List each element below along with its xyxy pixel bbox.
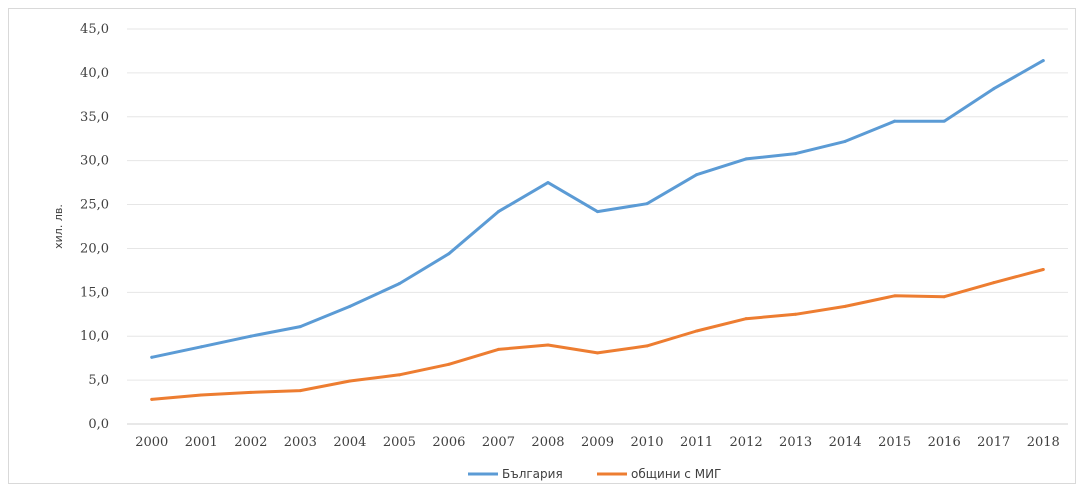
data-point [496,210,500,214]
series-lines [150,59,1045,401]
data-point [150,397,154,401]
data-point [794,152,798,156]
x-tick-label: 2009 [581,435,614,450]
x-tick-label: 2011 [680,435,713,450]
data-point [397,373,401,377]
y-axis-label: хил. лв. [52,204,65,249]
y-tick-label: 20,0 [80,241,109,256]
x-tick-label: 2014 [829,435,862,450]
series-line [150,59,1045,359]
x-tick-label: 2017 [977,435,1010,450]
data-point [596,210,599,214]
y-tick-label: 40,0 [80,66,109,81]
data-point [893,294,897,298]
x-tick-label: 2015 [878,435,911,450]
data-point [843,139,847,143]
y-tick-label: 45,0 [80,22,109,37]
x-tick-label: 2007 [482,435,515,450]
y-tick-label: 10,0 [80,329,109,344]
x-tick-label: 2008 [531,435,564,450]
data-point [695,173,699,177]
data-point [893,119,897,123]
data-point [447,252,451,256]
data-point [992,281,996,285]
y-tick-labels: 0,0 5,0 10,0 15,0 20,0 25,0 30,0 35,0 40,0 45,0 [80,22,109,432]
data-point [298,389,302,393]
data-point [348,304,352,308]
data-point [645,202,649,206]
x-tick-label: 2001 [185,435,218,450]
data-point [496,347,500,351]
y-tick-label: 15,0 [80,285,109,300]
legend: България общини с МИГ [468,467,721,481]
data-point [546,343,550,347]
data-point [942,119,946,123]
data-point [992,87,996,91]
data-point [942,295,946,299]
data-point [695,329,699,333]
y-tick-label: 5,0 [88,373,109,388]
data-point [1041,59,1045,63]
x-tick-label: 2003 [284,435,317,450]
y-tick-label: 0,0 [88,417,109,432]
data-point [744,157,748,161]
data-point [744,317,748,321]
data-point [199,345,203,349]
grid-lines [127,28,1068,425]
x-tick-label: 2010 [630,435,663,450]
x-tick-label: 2016 [928,435,961,450]
x-tick-label: 2012 [730,435,763,450]
data-point [843,304,847,308]
legend-label: общини с МИГ [631,467,721,481]
data-point [546,181,550,185]
x-tick-label: 2006 [432,435,465,450]
data-point [397,282,401,286]
x-tick-label: 2000 [135,435,168,450]
data-point [1041,268,1045,272]
data-point [794,312,798,316]
data-point [348,379,352,383]
data-point [150,355,154,359]
data-point [199,393,203,397]
chart-frame [8,8,1076,484]
data-point [447,362,451,366]
data-point [645,344,649,348]
x-tick-labels: 2000 2001 2002 2003 2004 2005 2006 2007 2008 2009… [135,435,1060,450]
legend-label: България [502,467,563,481]
data-point [249,390,253,394]
x-tick-label: 2004 [333,435,366,450]
x-tick-label: 2005 [383,435,416,450]
data-point [298,325,302,329]
y-tick-label: 30,0 [80,154,109,169]
x-tick-label: 2002 [234,435,267,450]
x-tick-label: 2018 [1027,435,1060,450]
data-point [596,351,599,355]
y-tick-label: 35,0 [80,110,109,125]
x-tick-label: 2013 [779,435,812,450]
y-tick-label: 25,0 [80,198,109,213]
data-point [249,334,253,338]
